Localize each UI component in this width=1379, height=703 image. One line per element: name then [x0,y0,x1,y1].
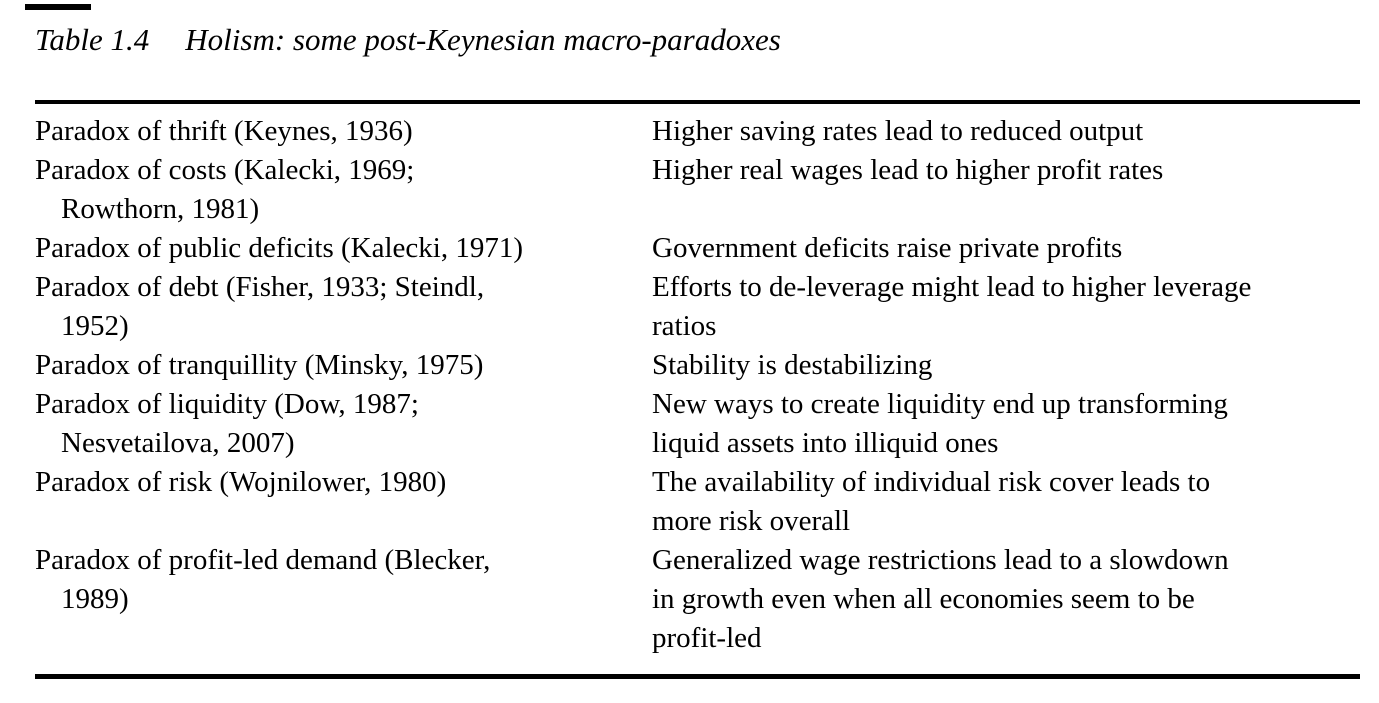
table-row: Paradox of thrift (Keynes, 1936) Higher … [35,112,1360,151]
scan-artifact-mark [25,4,91,10]
table-bottom-rule [35,674,1360,679]
table-row: Paradox of costs (Kalecki, 1969; Rowthor… [35,151,1360,229]
paradox-table: Paradox of thrift (Keynes, 1936) Higher … [35,112,1360,658]
description-cell: Generalized wage restrictions lead to a … [652,544,1229,654]
description-cell: The availability of individual risk cove… [652,466,1211,537]
table-row: Paradox of public deficits (Kalecki, 197… [35,229,1360,268]
paradox-cell: Paradox of thrift (Keynes, 1936) [35,115,413,147]
paradox-cell: Paradox of profit-led demand (Blecker, 1… [35,544,491,615]
table-title: Table 1.4 Holism: some post-Keynesian mac… [35,20,781,60]
table-caption: Holism: some post-Keynesian macro-parado… [185,22,781,57]
table-row: Paradox of risk (Wojnilower, 1980) The a… [35,463,1360,541]
description-cell: Higher real wages lead to higher profit … [652,154,1164,186]
table-row: Paradox of profit-led demand (Blecker, 1… [35,541,1360,658]
table-top-rule [35,100,1360,104]
description-cell: Government deficits raise private profit… [652,232,1123,264]
table-row: Paradox of liquidity (Dow, 1987; Nesveta… [35,385,1360,463]
description-cell: Efforts to de-leverage might lead to hig… [652,271,1252,342]
paradox-cell: Paradox of risk (Wojnilower, 1980) [35,466,447,498]
paradox-cell: Paradox of liquidity (Dow, 1987; Nesveta… [35,388,419,459]
paradox-cell: Paradox of costs (Kalecki, 1969; Rowthor… [35,154,415,225]
paradox-cell: Paradox of debt (Fisher, 1933; Steindl, … [35,271,485,342]
description-cell: Stability is destabilizing [652,349,933,381]
description-cell: Higher saving rates lead to reduced outp… [652,115,1144,147]
table-row: Paradox of tranquillity (Minsky, 1975) S… [35,346,1360,385]
description-cell: New ways to create liquidity end up tran… [652,388,1228,459]
table-number: Table 1.4 [35,22,150,57]
paradox-cell: Paradox of tranquillity (Minsky, 1975) [35,349,484,381]
paradox-cell: Paradox of public deficits (Kalecki, 197… [35,232,524,264]
table-row: Paradox of debt (Fisher, 1933; Steindl, … [35,268,1360,346]
